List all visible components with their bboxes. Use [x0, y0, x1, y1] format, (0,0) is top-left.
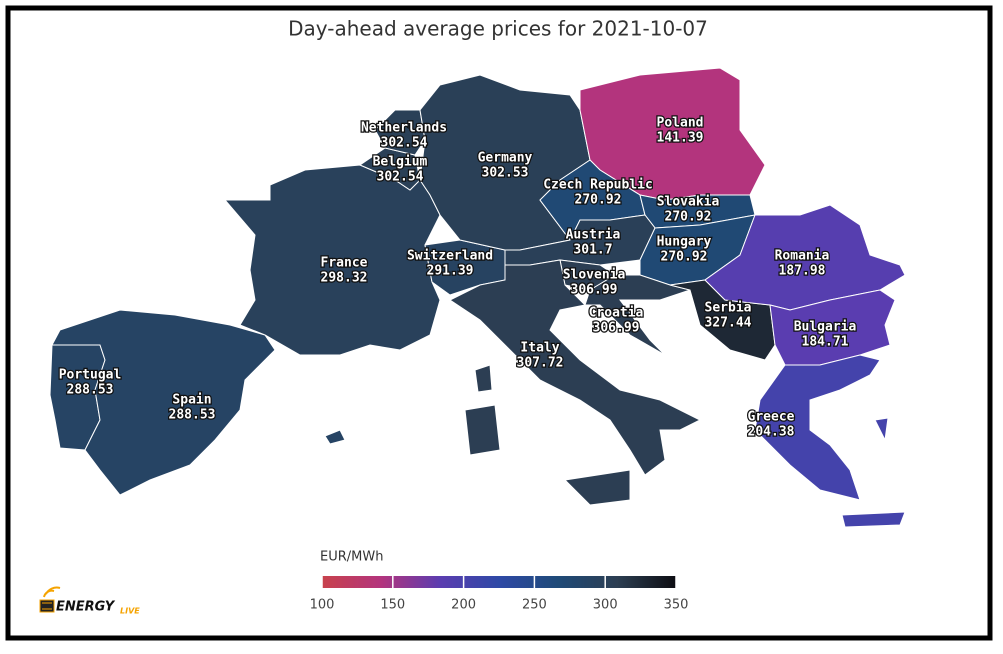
logo: ENERGY LIVE: [39, 586, 140, 616]
colorbar-tick-label: 100: [310, 598, 335, 613]
country-value: 288.53: [169, 408, 216, 423]
country-name: Slovenia: [563, 268, 626, 283]
country-name: Romania: [775, 249, 830, 264]
country-name: Netherlands: [361, 121, 447, 136]
country: [769, 289, 896, 366]
country-value: 204.38: [748, 425, 795, 440]
country-name: Bulgaria: [794, 320, 857, 335]
country: [51, 309, 346, 496]
country-value: 298.32: [321, 271, 368, 286]
colorbar-tick-label: 250: [522, 598, 547, 613]
country-value: 141.39: [657, 131, 704, 146]
country-name: France: [321, 256, 368, 271]
country-name: Croatia: [589, 306, 644, 321]
country: [449, 259, 702, 506]
logo-text: ENERGY: [56, 600, 116, 615]
country-name: Serbia: [705, 301, 752, 316]
country-value: 302.54: [381, 136, 428, 151]
colorbar-tick-label: 200: [451, 598, 476, 613]
country-name: Slovakia: [657, 195, 720, 210]
country: [584, 274, 692, 356]
country-name: Germany: [478, 151, 533, 166]
country-value: 270.92: [665, 210, 712, 225]
country-name: Hungary: [657, 235, 712, 250]
country-value: 270.92: [575, 193, 622, 208]
country-value: 291.39: [427, 264, 474, 279]
colorbar-tick-label: 350: [664, 598, 689, 613]
country-value: 327.44: [705, 316, 752, 331]
country-value: 306.99: [571, 283, 618, 298]
logo-suffix: LIVE: [120, 607, 140, 616]
colorbar-tick-label: 300: [593, 598, 618, 613]
country-name: Portugal: [59, 368, 122, 383]
logo-icon: [39, 599, 55, 613]
country-name: Poland: [657, 116, 704, 131]
country: [223, 164, 441, 356]
colorbar-ticks: 100 150 200 250 300 350: [310, 576, 689, 613]
country-value: 288.53: [67, 383, 114, 398]
colorbar: [322, 576, 676, 588]
country-value: 307.72: [517, 356, 564, 371]
country-name: Austria: [566, 228, 621, 243]
country-name: Greece: [748, 410, 795, 425]
country-value: 270.92: [661, 250, 708, 265]
country-value: 184.71: [802, 335, 849, 350]
country-name: Czech Republic: [543, 178, 653, 193]
country-value: 302.53: [482, 166, 529, 181]
country-name: Belgium: [373, 155, 428, 170]
country-value: 306.99: [593, 321, 640, 336]
country-name: Spain: [172, 393, 211, 408]
country: [754, 354, 906, 528]
country-name: Switzerland: [407, 249, 493, 264]
country: [704, 204, 906, 311]
map-title: Day-ahead average prices for 2021-10-07: [288, 17, 708, 41]
country-name: Italy: [520, 341, 559, 356]
colorbar-tick-label: 150: [380, 598, 405, 613]
regions: [49, 67, 906, 528]
country-value: 187.98: [779, 264, 826, 279]
colorbar-label: EUR/MWh: [320, 550, 383, 565]
country-value: 301.7: [573, 243, 612, 258]
country-value: 302.54: [377, 170, 424, 185]
logo-signal: [43, 586, 61, 598]
region-labels: Portugal288.53Spain288.53France298.32Swi…: [57, 114, 857, 441]
